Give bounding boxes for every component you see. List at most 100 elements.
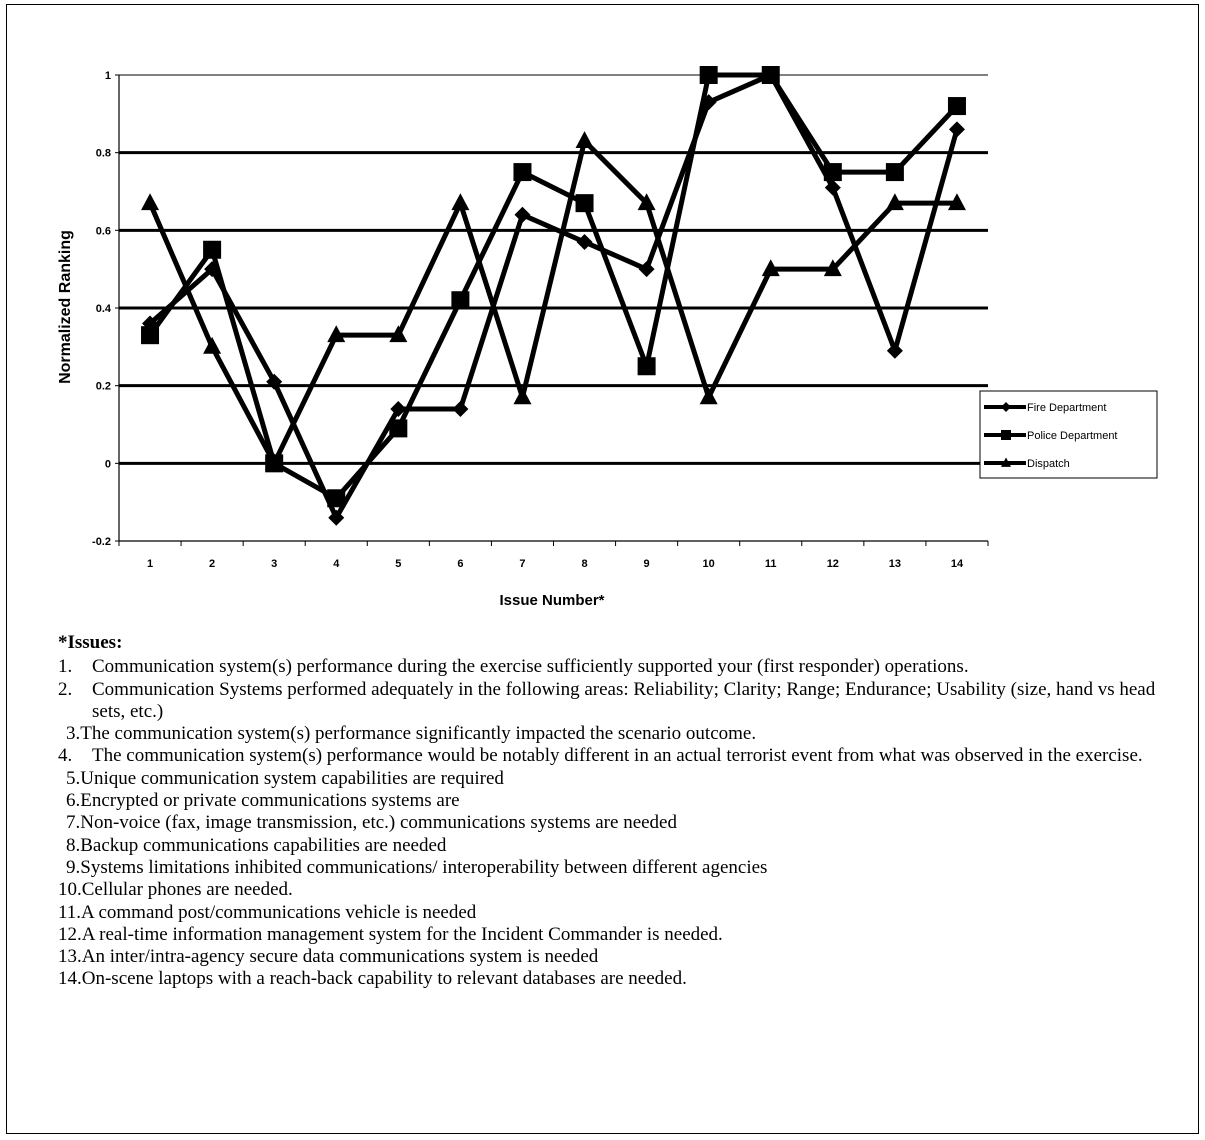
x-tick-label: 8 bbox=[581, 558, 587, 570]
issue-text: An inter/intra-agency secure data commun… bbox=[81, 946, 599, 968]
data-point-triangle bbox=[823, 259, 842, 277]
data-point-square bbox=[513, 163, 532, 182]
data-point-triangle bbox=[761, 259, 780, 277]
data-point-triangle bbox=[699, 387, 718, 405]
data-point-triangle bbox=[885, 193, 904, 211]
issue-text: Communication Systems performed adequate… bbox=[92, 678, 1156, 722]
issue-text: Cellular phones are needed. bbox=[81, 879, 293, 901]
data-point-square bbox=[203, 240, 222, 259]
legend: Fire Department Police Department Dispatch bbox=[979, 390, 1158, 479]
data-point-square bbox=[1001, 430, 1011, 440]
issue-number: 11. bbox=[58, 901, 82, 923]
gridlines bbox=[119, 74, 988, 465]
issue-number: 3. bbox=[66, 723, 81, 745]
data-point-diamond bbox=[638, 261, 655, 278]
x-tick-label: 4 bbox=[333, 558, 340, 570]
x-axis-label: Issue Number* bbox=[499, 592, 604, 609]
data-point-triangle bbox=[947, 193, 966, 211]
issue-text: Communication system(s) performance duri… bbox=[92, 656, 969, 678]
series-line bbox=[148, 72, 959, 501]
series-line bbox=[148, 72, 960, 521]
issue-item: 6.Encrypted or private communications sy… bbox=[58, 790, 1178, 812]
data-point-diamond bbox=[390, 400, 407, 417]
x-tick-label: 2 bbox=[209, 558, 215, 570]
issue-number: 12. bbox=[58, 923, 82, 945]
issue-number: 13. bbox=[58, 946, 82, 968]
y-tick-label: 0.4 bbox=[96, 303, 112, 315]
data-point-square bbox=[637, 357, 656, 376]
x-tick-label: 12 bbox=[827, 558, 839, 570]
data-point-diamond bbox=[576, 233, 593, 250]
issue-number: 1. bbox=[58, 656, 73, 678]
data-point-square bbox=[885, 163, 904, 182]
data-point-square bbox=[947, 97, 966, 116]
issue-text: Encrypted or private communications syst… bbox=[80, 790, 460, 812]
issue-item: 12.A real-time information management sy… bbox=[58, 924, 1178, 946]
axes bbox=[115, 74, 989, 546]
issue-item: 5.Unique communication system capabiliti… bbox=[58, 768, 1178, 790]
issues-list-section: *Issues: 1. Communication system(s) perfo… bbox=[58, 632, 1178, 991]
y-tick-label: 0.8 bbox=[96, 148, 111, 160]
issue-number: 9. bbox=[66, 856, 81, 878]
issue-item: 13.An inter/intra-agency secure data com… bbox=[58, 946, 1178, 968]
line-chart: -0.200.20.40.60.81 1 2 3 4 5 6 7 8 9 10 11 12 13 14 N… bbox=[57, 66, 1158, 609]
issue-text: Systems limitations inhibited communicat… bbox=[80, 856, 768, 878]
issue-number: 14. bbox=[58, 968, 82, 990]
series-triangle bbox=[141, 131, 966, 471]
issue-number: 5. bbox=[66, 767, 81, 789]
issue-item: 7.Non-voice (fax, image transmission, et… bbox=[58, 812, 1178, 834]
issue-text: Non-voice (fax, image transmission, etc.… bbox=[80, 812, 677, 834]
y-tick-label: 0 bbox=[105, 458, 111, 470]
issue-item: 4. The communication system(s) performanc… bbox=[58, 745, 1178, 767]
figure-frame bbox=[6, 4, 1199, 1134]
legend-label: Fire Department bbox=[1027, 402, 1106, 414]
x-tick-label: 11 bbox=[765, 558, 777, 570]
y-axis-label: Normalized Ranking bbox=[57, 230, 74, 384]
legend-label: Police Department bbox=[1027, 430, 1118, 442]
series-square bbox=[141, 66, 966, 508]
data-point-diamond bbox=[328, 509, 345, 526]
data-point-triangle bbox=[327, 325, 346, 343]
data-point-triangle bbox=[141, 193, 160, 211]
issue-item: 8.Backup communications capabilities are… bbox=[58, 835, 1178, 857]
data-point-square bbox=[699, 66, 718, 84]
data-point-triangle bbox=[203, 336, 222, 354]
data-point-triangle bbox=[513, 387, 532, 405]
data-point-triangle bbox=[575, 131, 594, 148]
data-point-diamond bbox=[886, 342, 903, 359]
legend-label: Dispatch bbox=[1027, 458, 1070, 470]
data-point-diamond bbox=[266, 373, 283, 390]
data-point-triangle bbox=[389, 325, 408, 343]
issue-text: The communication system(s) performance … bbox=[80, 723, 757, 745]
issue-number: 8. bbox=[66, 834, 81, 856]
data-point-square bbox=[575, 194, 594, 213]
data-point-triangle bbox=[1001, 457, 1011, 467]
x-tick-label: 7 bbox=[519, 558, 525, 570]
issue-number: 2. bbox=[58, 678, 73, 700]
x-tick-label: 10 bbox=[703, 558, 715, 570]
issue-item: 11.A command post/communications vehicle… bbox=[58, 902, 1178, 924]
issue-number: 4. bbox=[58, 745, 73, 767]
data-point-square bbox=[761, 66, 780, 84]
issue-text: On-scene laptops with a reach-back capab… bbox=[81, 968, 687, 990]
issue-text: The communication system(s) performance … bbox=[92, 745, 1143, 767]
issue-item: 14.On-scene laptops with a reach-back ca… bbox=[58, 968, 1178, 990]
y-tick-labels: -0.2 0 0.2 0.4 0.6 0.8 1 bbox=[92, 70, 112, 548]
y-tick-label: -0.2 bbox=[92, 536, 111, 548]
issue-item: 10.Cellular phones are needed. bbox=[58, 879, 1178, 901]
data-point-square bbox=[327, 489, 346, 508]
data-point-diamond bbox=[1001, 402, 1011, 412]
data-point-square bbox=[823, 163, 842, 182]
x-tick-label: 14 bbox=[951, 558, 964, 570]
issue-text: Unique communication system capabilities… bbox=[80, 767, 504, 789]
data-point-diamond bbox=[824, 179, 841, 196]
issue-item: 9.Systems limitations inhibited communic… bbox=[58, 857, 1178, 879]
data-point-triangle bbox=[451, 193, 470, 211]
issue-item: 2. Communication Systems performed adequa… bbox=[58, 679, 1178, 724]
issue-number: 7. bbox=[66, 812, 81, 834]
issues-list: 1. Communication system(s) performance du… bbox=[58, 656, 1178, 990]
x-tick-label: 3 bbox=[271, 558, 277, 570]
issue-number: 6. bbox=[66, 790, 81, 812]
series-group bbox=[141, 66, 966, 526]
data-point-diamond bbox=[514, 206, 531, 223]
